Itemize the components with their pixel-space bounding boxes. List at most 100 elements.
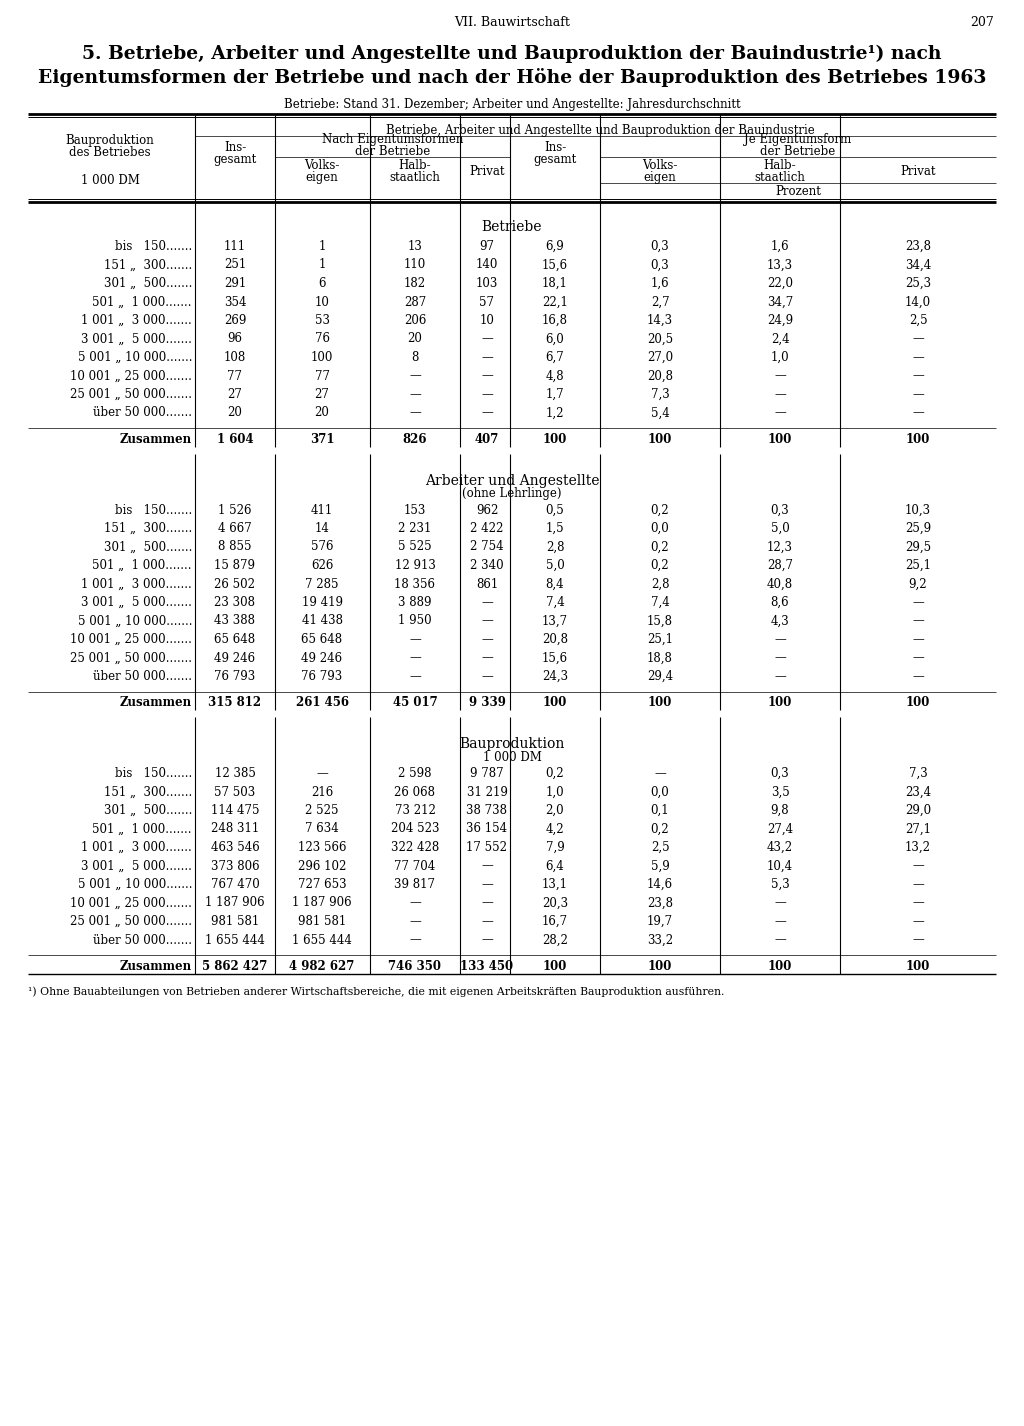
Text: 2,4: 2,4 — [771, 332, 790, 345]
Text: 8 855: 8 855 — [218, 540, 252, 553]
Text: 10 001 „ 25 000.......: 10 001 „ 25 000....... — [70, 897, 193, 910]
Text: 100: 100 — [906, 696, 930, 710]
Text: 463 546: 463 546 — [211, 841, 259, 854]
Text: 28,7: 28,7 — [767, 559, 793, 572]
Text: 7,3: 7,3 — [908, 767, 928, 780]
Text: —: — — [316, 767, 328, 780]
Text: 18,1: 18,1 — [542, 277, 568, 289]
Text: 981 581: 981 581 — [298, 915, 346, 928]
Text: 57 503: 57 503 — [214, 786, 256, 799]
Text: 5. Betriebe, Arbeiter und Angestellte und Bauproduktion der Bauindustrie¹) nach: 5. Betriebe, Arbeiter und Angestellte un… — [82, 46, 942, 63]
Text: —: — — [481, 388, 493, 401]
Text: 3 001 „  5 000.......: 3 001 „ 5 000....... — [81, 332, 193, 345]
Text: 100: 100 — [543, 434, 567, 446]
Text: 1 187 906: 1 187 906 — [205, 897, 265, 910]
Text: 96: 96 — [227, 332, 243, 345]
Text: 65 648: 65 648 — [214, 633, 256, 646]
Text: 100: 100 — [768, 960, 793, 973]
Text: 49 246: 49 246 — [301, 652, 343, 665]
Text: 14,0: 14,0 — [905, 295, 931, 308]
Text: 261 456: 261 456 — [296, 696, 348, 710]
Text: 29,5: 29,5 — [905, 540, 931, 553]
Text: 216: 216 — [311, 786, 333, 799]
Text: 41 438: 41 438 — [301, 615, 342, 627]
Text: —: — — [481, 670, 493, 683]
Text: 269: 269 — [224, 314, 246, 327]
Text: —: — — [912, 915, 924, 928]
Text: 28,2: 28,2 — [542, 934, 568, 947]
Text: 0,2: 0,2 — [546, 767, 564, 780]
Text: 57: 57 — [479, 295, 495, 308]
Text: 1,0: 1,0 — [546, 786, 564, 799]
Text: 31 219: 31 219 — [467, 786, 508, 799]
Text: 248 311: 248 311 — [211, 823, 259, 836]
Text: Volks-: Volks- — [304, 160, 340, 173]
Text: 2,5: 2,5 — [908, 314, 928, 327]
Text: —: — — [912, 897, 924, 910]
Text: 151 „  300.......: 151 „ 300....... — [103, 786, 193, 799]
Text: 34,4: 34,4 — [905, 258, 931, 271]
Text: Volks-: Volks- — [642, 160, 678, 173]
Text: 12 913: 12 913 — [394, 559, 435, 572]
Text: —: — — [912, 406, 924, 419]
Text: ¹) Ohne Bauabteilungen von Betrieben anderer Wirtschaftsbereiche, die mit eigene: ¹) Ohne Bauabteilungen von Betrieben and… — [28, 987, 724, 997]
Text: 301 „  500.......: 301 „ 500....... — [103, 540, 193, 553]
Text: 25 001 „ 50 000.......: 25 001 „ 50 000....... — [70, 652, 193, 665]
Text: Eigentumsformen der Betriebe und nach der Höhe der Bauproduktion des Betriebes 1: Eigentumsformen der Betriebe und nach de… — [38, 68, 986, 87]
Text: 0,3: 0,3 — [771, 503, 790, 516]
Text: 110: 110 — [403, 258, 426, 271]
Text: 371: 371 — [309, 434, 334, 446]
Text: 27,4: 27,4 — [767, 823, 793, 836]
Text: 22,0: 22,0 — [767, 277, 793, 289]
Text: 2,0: 2,0 — [546, 804, 564, 817]
Text: 5 001 „ 10 000.......: 5 001 „ 10 000....... — [78, 351, 193, 364]
Text: (ohne Lehrlinge): (ohne Lehrlinge) — [462, 488, 562, 501]
Text: 5,9: 5,9 — [650, 860, 670, 873]
Text: —: — — [774, 934, 785, 947]
Text: 767 470: 767 470 — [211, 878, 259, 891]
Text: 962: 962 — [476, 503, 499, 516]
Text: 2 231: 2 231 — [398, 522, 432, 535]
Text: 1 187 906: 1 187 906 — [292, 897, 352, 910]
Text: —: — — [481, 878, 493, 891]
Text: 77: 77 — [314, 369, 330, 382]
Text: der Betriebe: der Betriebe — [355, 145, 430, 158]
Text: Betriebe: Stand 31. Dezember; Arbeiter und Angestellte: Jahresdurchschnitt: Betriebe: Stand 31. Dezember; Arbeiter u… — [284, 98, 740, 111]
Text: Privat: Privat — [900, 165, 936, 178]
Text: 13,2: 13,2 — [905, 841, 931, 854]
Text: Bauproduktion: Bauproduktion — [460, 737, 564, 752]
Text: 3 001 „  5 000.......: 3 001 „ 5 000....... — [81, 860, 193, 873]
Text: 25,1: 25,1 — [905, 559, 931, 572]
Text: —: — — [481, 332, 493, 345]
Text: Nach Eigentumsformen: Nach Eigentumsformen — [322, 133, 463, 145]
Text: 53: 53 — [314, 314, 330, 327]
Text: 100: 100 — [543, 696, 567, 710]
Text: 1 001 „  3 000.......: 1 001 „ 3 000....... — [81, 841, 193, 854]
Text: 626: 626 — [311, 559, 333, 572]
Text: 2 422: 2 422 — [470, 522, 504, 535]
Text: 0,2: 0,2 — [650, 540, 670, 553]
Text: 23,4: 23,4 — [905, 786, 931, 799]
Text: 7 285: 7 285 — [305, 578, 339, 590]
Text: 33,2: 33,2 — [647, 934, 673, 947]
Text: 1 655 444: 1 655 444 — [292, 934, 352, 947]
Text: 24,3: 24,3 — [542, 670, 568, 683]
Text: 322 428: 322 428 — [391, 841, 439, 854]
Text: 861: 861 — [476, 578, 498, 590]
Text: 4,2: 4,2 — [546, 823, 564, 836]
Text: 25 001 „ 50 000.......: 25 001 „ 50 000....... — [70, 915, 193, 928]
Text: 19 419: 19 419 — [301, 596, 342, 609]
Text: —: — — [774, 406, 785, 419]
Text: Privat: Privat — [469, 165, 505, 178]
Text: gesamt: gesamt — [534, 153, 577, 165]
Text: 151 „  300.......: 151 „ 300....... — [103, 258, 193, 271]
Text: 12 385: 12 385 — [215, 767, 255, 780]
Text: 133 450: 133 450 — [461, 960, 514, 973]
Text: 2,8: 2,8 — [650, 578, 670, 590]
Text: 1,0: 1,0 — [771, 351, 790, 364]
Text: 182: 182 — [403, 277, 426, 289]
Text: der Betriebe: der Betriebe — [761, 145, 836, 158]
Text: 1 604: 1 604 — [217, 434, 253, 446]
Text: 73 212: 73 212 — [394, 804, 435, 817]
Text: 7,9: 7,9 — [546, 841, 564, 854]
